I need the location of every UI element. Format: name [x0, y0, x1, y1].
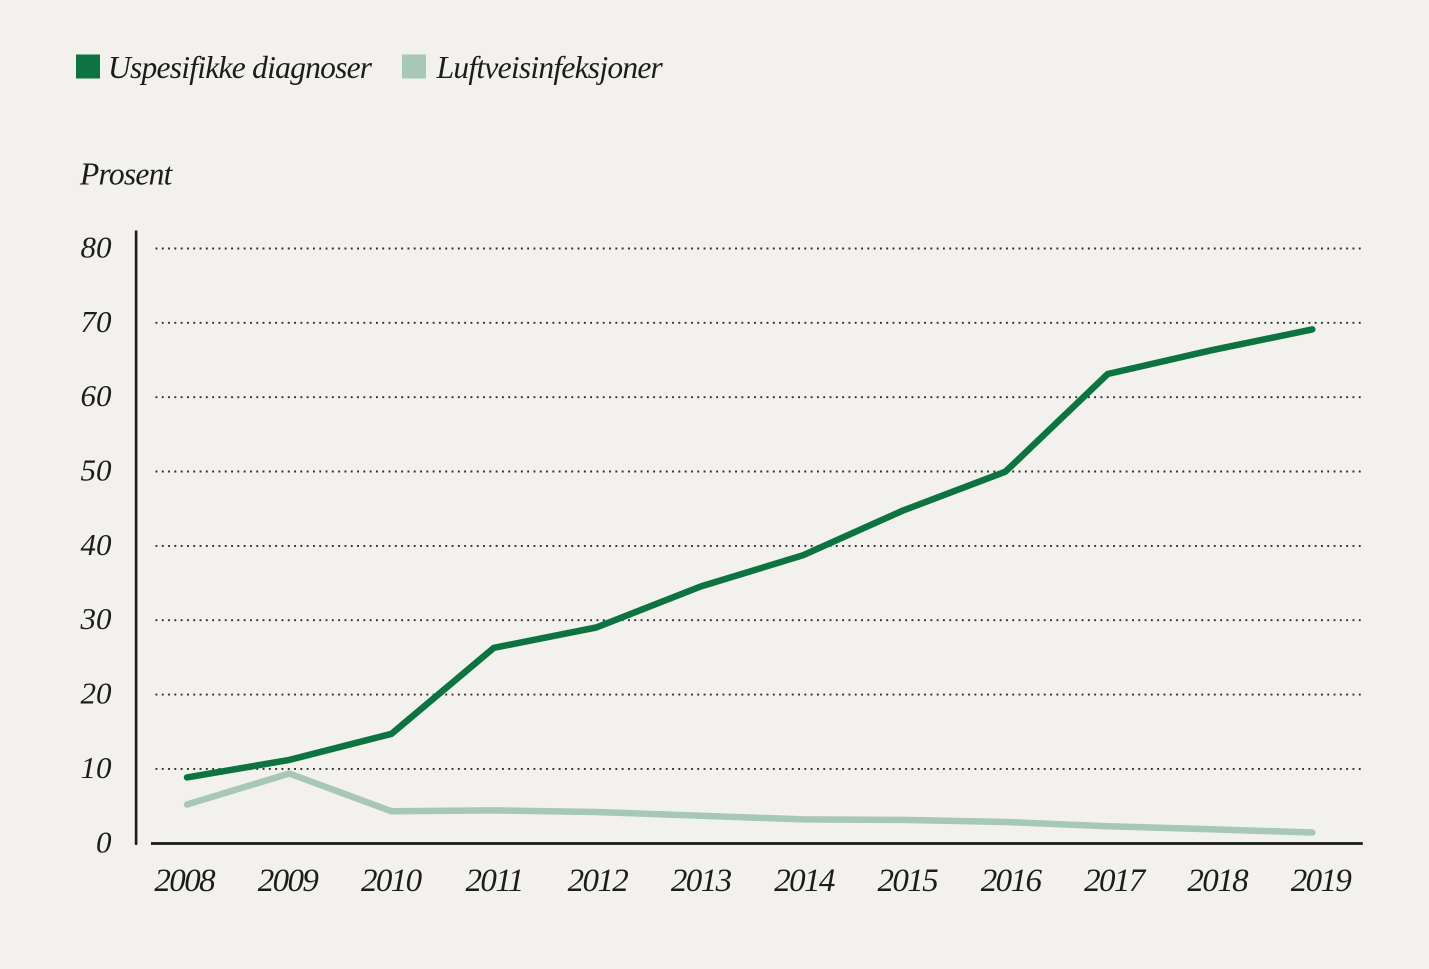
svg-text:60: 60	[81, 378, 113, 413]
svg-text:2011: 2011	[466, 863, 523, 899]
svg-text:2012: 2012	[568, 863, 629, 899]
svg-text:2018: 2018	[1187, 863, 1249, 899]
svg-text:2014: 2014	[774, 863, 835, 899]
svg-text:10: 10	[81, 750, 113, 785]
svg-text:20: 20	[81, 676, 113, 711]
svg-text:30: 30	[80, 601, 113, 636]
svg-text:2019: 2019	[1291, 863, 1352, 899]
svg-text:2016: 2016	[981, 863, 1043, 899]
svg-text:Luftveisinfeksjoner: Luftveisinfeksjoner	[436, 50, 664, 85]
svg-text:2010: 2010	[361, 863, 423, 899]
svg-text:2009: 2009	[258, 863, 319, 899]
svg-text:80: 80	[81, 230, 113, 265]
svg-text:Uspesifikke diagnoser: Uspesifikke diagnoser	[108, 50, 373, 85]
svg-text:2015: 2015	[877, 863, 938, 899]
svg-text:40: 40	[81, 527, 113, 562]
svg-text:2008: 2008	[154, 863, 216, 899]
svg-text:70: 70	[81, 304, 113, 339]
svg-text:Prosent: Prosent	[79, 157, 174, 192]
svg-text:2013: 2013	[671, 863, 732, 899]
svg-text:50: 50	[81, 453, 113, 488]
svg-text:2017: 2017	[1084, 863, 1147, 899]
svg-text:0: 0	[96, 824, 112, 859]
